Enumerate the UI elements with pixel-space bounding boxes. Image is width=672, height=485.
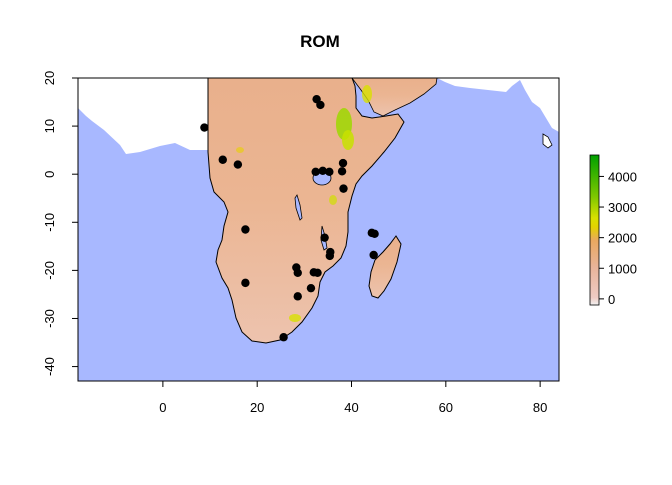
x-tick-label: 60 (439, 400, 453, 415)
data-point (279, 333, 288, 342)
data-point (233, 160, 243, 169)
lake-tanganyika (294, 194, 303, 221)
data-point (306, 283, 316, 293)
data-point (293, 268, 302, 277)
x-tick-label: 40 (344, 400, 358, 415)
no-data-region-east (437, 78, 559, 132)
y-tick-label: -20 (42, 261, 57, 280)
data-point (339, 184, 348, 193)
elevation-legend: 0 1000 2000 3000 4000 (589, 154, 637, 307)
data-points (200, 94, 379, 342)
legend-tick-label: 0 (608, 292, 615, 307)
data-point (325, 167, 334, 176)
y-tick-label: 20 (42, 71, 57, 85)
legend-tick-label: 4000 (608, 169, 637, 184)
data-point (311, 167, 320, 176)
africa-landmass (207, 78, 405, 344)
data-point (320, 233, 329, 242)
sri-lanka-landmass (542, 133, 553, 149)
y-tick-label: -40 (42, 357, 57, 376)
data-point (218, 155, 227, 164)
y-tick-label: -30 (42, 309, 57, 328)
y-tick-label: -10 (42, 213, 57, 232)
y-tick-label: 0 (42, 171, 57, 178)
data-point (318, 166, 327, 176)
highland-shading (236, 85, 372, 322)
no-data-region-west (78, 78, 208, 154)
legend-tick-label: 3000 (608, 200, 637, 215)
data-point (241, 225, 250, 234)
data-point (293, 292, 302, 301)
plot-frame (77, 77, 560, 382)
y-axis: -40 -30 -20 -10 0 10 20 (42, 71, 78, 376)
data-point (200, 123, 209, 132)
data-point (241, 278, 250, 288)
x-tick-label: 0 (159, 400, 166, 415)
x-axis: 0 20 40 60 80 (159, 381, 547, 415)
data-point (316, 100, 325, 110)
x-tick-label: 20 (250, 400, 264, 415)
data-point (369, 250, 378, 260)
y-tick-label: 10 (42, 119, 57, 133)
map-title: ROM (300, 32, 340, 51)
data-point (337, 167, 347, 176)
legend-tick-label: 2000 (608, 231, 637, 246)
data-point (313, 268, 322, 277)
madagascar-landmass (368, 235, 402, 299)
legend-tick-label: 1000 (608, 261, 637, 276)
legend-colorbar (589, 154, 600, 306)
data-point (370, 229, 379, 239)
data-point (325, 251, 335, 261)
x-tick-label: 80 (533, 400, 547, 415)
data-point (338, 158, 348, 168)
